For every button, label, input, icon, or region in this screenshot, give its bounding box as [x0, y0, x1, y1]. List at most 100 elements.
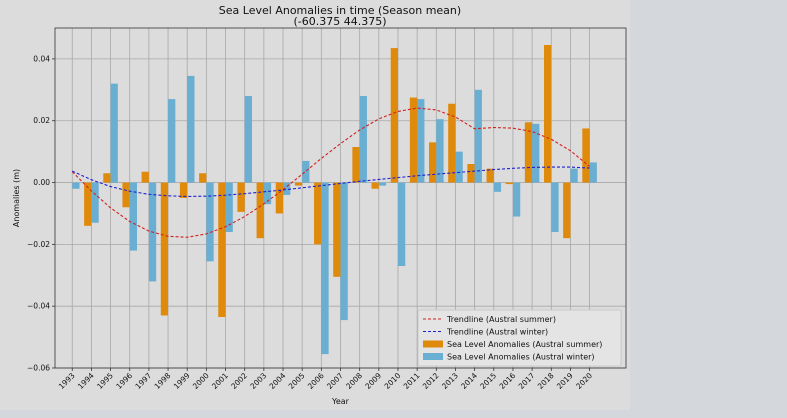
summer-bar-2015 — [486, 168, 494, 183]
summer-bar-1995 — [103, 173, 111, 183]
bars-layer — [72, 45, 597, 355]
summer-bar-1998 — [160, 182, 169, 316]
summer-bar-2002 — [237, 182, 245, 212]
x-tick-label: 2018 — [536, 371, 556, 391]
summer-bar-2010 — [390, 48, 398, 183]
x-tick-label: 2004 — [268, 371, 288, 391]
summer-bar-2020 — [582, 128, 590, 183]
x-tick-label: 2012 — [421, 371, 441, 391]
summer-bar-2003 — [256, 182, 264, 239]
winter-bar-2019 — [570, 168, 578, 183]
winter-bar-2012 — [436, 119, 444, 183]
legend-label: Sea Level Anomalies (Austral winter) — [447, 353, 595, 362]
summer-bar-2017 — [524, 122, 533, 183]
y-tick-label: −0.06 — [27, 364, 50, 373]
summer-bar-2009 — [371, 182, 379, 189]
winter-bar-2014 — [474, 89, 482, 183]
x-tick-label: 1995 — [95, 371, 115, 391]
summer-bar-1997 — [141, 171, 149, 183]
winter-bar-2013 — [455, 151, 463, 183]
x-tick-label: 1993 — [57, 371, 77, 391]
y-axis-label: Anomalies (m) — [12, 169, 21, 227]
winter-bar-2003 — [263, 182, 272, 205]
summer-bar-2004 — [275, 182, 284, 214]
x-tick-label: 2019 — [555, 371, 575, 391]
x-tick-label: 2011 — [402, 371, 422, 391]
x-tick-label: 2016 — [497, 371, 517, 391]
summer-bar-2013 — [448, 103, 456, 183]
winter-bar-1995 — [110, 83, 118, 183]
winter-bar-2008 — [359, 96, 367, 183]
x-tick-label: 2020 — [574, 371, 594, 391]
summer-bar-2007 — [333, 182, 341, 277]
legend-label: Trendline (Austral winter) — [446, 328, 548, 337]
winter-bar-2015 — [493, 182, 502, 192]
legend-swatch-bar — [423, 353, 443, 360]
summer-bar-1996 — [122, 182, 130, 208]
winter-bar-2000 — [206, 182, 214, 262]
summer-bar-2018 — [543, 45, 552, 183]
x-tick-label: 2014 — [459, 371, 479, 391]
summer-bar-2016 — [505, 182, 513, 185]
winter-bar-1999 — [187, 75, 195, 183]
x-tick-label: 2005 — [287, 371, 307, 391]
summer-bar-2019 — [563, 182, 571, 239]
x-tick-label: 1997 — [133, 371, 153, 391]
winter-bar-1993 — [72, 182, 80, 189]
winter-bar-2001 — [225, 182, 233, 232]
summer-bar-2014 — [467, 164, 475, 183]
x-tick-label: 2007 — [325, 371, 345, 391]
summer-bar-1999 — [179, 182, 188, 198]
chart-subtitle: (-60.375 44.375) — [293, 15, 386, 28]
x-tick-label: 2002 — [229, 371, 249, 391]
chart-figure: Sea Level Anomalies in time (Season mean… — [12, 4, 627, 406]
winter-bar-2018 — [551, 182, 559, 232]
winter-bar-2020 — [589, 162, 597, 183]
legend: Trendline (Austral summer) Trendline (Aus… — [417, 309, 622, 367]
summer-bar-2011 — [409, 97, 418, 183]
x-tick-label: 1999 — [172, 371, 192, 391]
summer-bar-2006 — [314, 182, 322, 245]
legend-label: Sea Level Anomalies (Austral summer) — [447, 340, 602, 349]
winter-bar-2011 — [417, 99, 425, 183]
summer-bar-2012 — [429, 142, 437, 183]
chart-title: Sea Level Anomalies in time (Season mean… — [219, 4, 461, 17]
summer-bar-2000 — [199, 173, 207, 183]
y-tick-label: −0.04 — [27, 302, 50, 311]
winter-bar-2004 — [283, 182, 291, 195]
winter-bar-2016 — [512, 182, 521, 217]
legend-swatch-bar — [423, 340, 443, 348]
winter-bar-2005 — [302, 160, 310, 183]
summer-bar-2001 — [218, 182, 226, 317]
x-tick-label: 2001 — [210, 371, 230, 391]
x-tick-label: 2009 — [363, 371, 383, 391]
winter-bar-2009 — [378, 182, 387, 186]
winter-bar-2017 — [532, 123, 540, 183]
y-tick-label: 0.02 — [33, 116, 50, 125]
x-tick-label: 1998 — [153, 371, 173, 391]
legend-box — [417, 309, 622, 367]
x-tick-label: 1994 — [76, 371, 96, 391]
winter-bar-1998 — [168, 99, 176, 183]
x-tick-label: 2015 — [478, 371, 498, 391]
x-tick-label: 2000 — [191, 371, 211, 391]
x-tick-label: 2006 — [306, 371, 326, 391]
x-tick-label: 2010 — [383, 371, 403, 391]
y-tick-label: 0.04 — [33, 54, 50, 63]
y-tick-label: 0.00 — [33, 178, 50, 187]
x-tick-label: 1996 — [114, 371, 134, 391]
trendline-winter — [72, 166, 590, 198]
summer-bar-1994 — [84, 182, 92, 226]
chart-canvas: Sea Level Anomalies in time (Season mean… — [12, 4, 627, 406]
trendline-summer — [71, 107, 590, 238]
x-axis-label: Year — [331, 397, 350, 406]
y-tick-label: −0.02 — [27, 240, 50, 249]
winter-bar-2007 — [340, 182, 348, 321]
x-tick-label: 2008 — [344, 371, 364, 391]
summer-bar-2008 — [352, 147, 360, 183]
winter-bar-1994 — [91, 182, 99, 223]
winter-bar-2010 — [397, 182, 406, 266]
trendlines-layer — [71, 107, 590, 238]
legend-label: Trendline (Austral summer) — [446, 315, 556, 324]
